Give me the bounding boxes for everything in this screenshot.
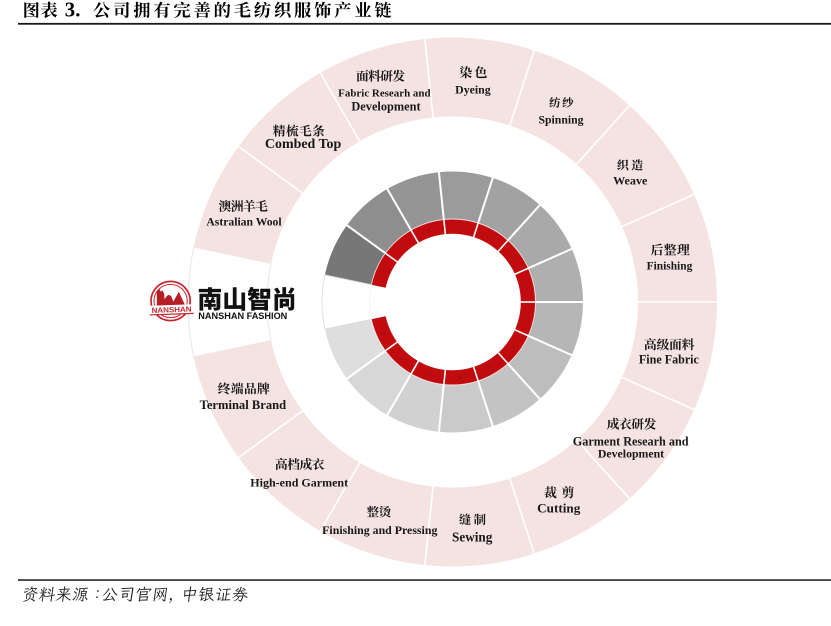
svg-text:Dyeing: Dyeing	[455, 83, 491, 97]
svg-text:13: 13	[399, 356, 405, 362]
svg-text:Garment Researh and: Garment Researh and	[573, 434, 689, 448]
svg-text:10: 10	[488, 366, 494, 372]
svg-text:8: 8	[525, 316, 528, 322]
svg-text:3: 3	[428, 228, 431, 234]
svg-text:2: 2	[401, 244, 404, 250]
svg-text:Weave: Weave	[613, 174, 647, 188]
svg-text:Finishing and Pressing: Finishing and Pressing	[322, 523, 437, 537]
svg-text:14: 14	[381, 331, 387, 337]
svg-text:3.: 3.	[65, 0, 81, 21]
svg-text:9: 9	[512, 345, 515, 351]
svg-text:Development: Development	[598, 447, 664, 461]
svg-text:Development: Development	[351, 99, 421, 113]
svg-text:1: 1	[382, 269, 385, 275]
svg-text:Terminal Brand: Terminal Brand	[200, 398, 287, 412]
svg-text:6: 6	[512, 256, 515, 262]
svg-text:Sewing: Sewing	[452, 529, 493, 544]
svg-text:NANSHAN FASHION: NANSHAN FASHION	[198, 311, 287, 321]
svg-text:7: 7	[525, 284, 528, 290]
svg-text:11: 11	[458, 375, 463, 381]
svg-text:Finishing: Finishing	[647, 261, 693, 273]
svg-text:Combed Top: Combed Top	[265, 136, 342, 151]
svg-text:5: 5	[489, 235, 492, 241]
svg-text:Fabric Researh and: Fabric Researh and	[338, 88, 430, 100]
svg-text:High-end Garment: High-end Garment	[250, 476, 348, 490]
svg-text:Fine Fabric: Fine Fabric	[639, 353, 700, 367]
svg-text:Astralian Wool: Astralian Wool	[206, 216, 281, 228]
svg-text:Spinning: Spinning	[539, 113, 584, 126]
svg-text:Cutting: Cutting	[537, 500, 581, 515]
svg-text:12: 12	[426, 372, 432, 378]
svg-text:4: 4	[459, 225, 462, 231]
